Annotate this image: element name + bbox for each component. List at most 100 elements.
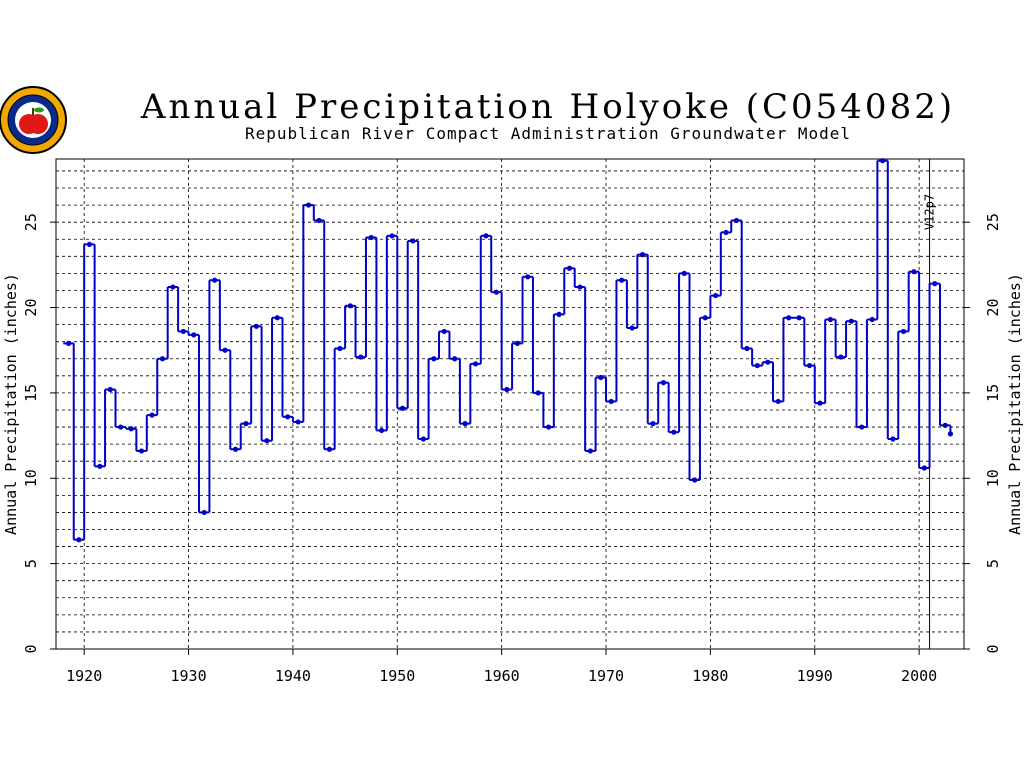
- data-point: [754, 362, 760, 369]
- plot-frame: [55, 158, 965, 650]
- data-point: [639, 252, 646, 258]
- data-point: [890, 436, 896, 442]
- data-point: [128, 426, 134, 432]
- data-point: [472, 361, 479, 367]
- data-point: [723, 229, 729, 236]
- data-point: [264, 438, 270, 444]
- data-point: [316, 217, 322, 224]
- data-point: [660, 380, 667, 386]
- data-point: [368, 234, 374, 241]
- y-axis-label-right: Annual Precipitation (inches): [1006, 273, 1024, 535]
- data-point: [97, 463, 103, 469]
- data-point: [900, 328, 907, 335]
- data-point: [947, 431, 954, 437]
- y-axis-label-left: Annual Precipitation (inches): [2, 273, 20, 535]
- data-point: [629, 325, 635, 331]
- data-point: [566, 265, 573, 271]
- data-point: [212, 277, 218, 283]
- apple-icon: [19, 107, 48, 134]
- y-tick-label: 20: [984, 299, 1002, 317]
- data-point: [692, 477, 698, 483]
- data-point: [483, 233, 489, 239]
- logo: [0, 86, 67, 154]
- x-tick-label: 1970: [588, 667, 624, 685]
- data-point: [379, 427, 385, 434]
- data-point: [859, 424, 865, 430]
- data-point: [848, 318, 854, 324]
- data-point: [201, 509, 207, 516]
- data-point: [744, 345, 750, 352]
- data-point: [493, 289, 500, 295]
- data-point: [650, 421, 656, 427]
- data-point: [817, 400, 823, 406]
- data-point: [107, 386, 113, 393]
- data-point: [452, 356, 458, 362]
- data-point: [222, 347, 228, 353]
- x-tick-label: 1930: [170, 667, 206, 685]
- y-tick-label: 5: [984, 559, 1002, 568]
- data-point: [118, 424, 124, 430]
- y-tick-label: 0: [22, 644, 40, 653]
- data-point: [232, 446, 239, 452]
- data-point: [587, 448, 593, 454]
- data-point: [879, 158, 886, 164]
- data-point: [337, 345, 343, 352]
- data-point: [347, 303, 353, 309]
- data-point: [525, 274, 531, 280]
- data-point: [389, 233, 395, 239]
- y-tick-label: 0: [984, 644, 1002, 653]
- data-point: [441, 328, 447, 335]
- data-point: [619, 277, 625, 283]
- data-point: [713, 292, 719, 299]
- x-tick-label: 1940: [275, 667, 311, 685]
- y-tick-label: 15: [984, 384, 1002, 402]
- x-tick-label: 2000: [901, 667, 937, 685]
- data-point: [285, 414, 291, 420]
- data-point: [535, 390, 541, 396]
- data-point: [556, 311, 562, 317]
- data-point: [942, 422, 948, 428]
- data-point: [671, 429, 677, 435]
- x-tick-label: 1960: [484, 667, 520, 685]
- chart-subtitle: Republican River Compact Administration …: [245, 124, 851, 143]
- data-point: [86, 241, 92, 247]
- data-point: [921, 465, 927, 471]
- data-point: [786, 315, 792, 321]
- y-tick-label: 10: [984, 469, 1002, 487]
- data-point: [806, 362, 813, 369]
- data-point: [546, 424, 552, 430]
- y-axis-left: 0 5 10 15 20 25: [22, 213, 56, 654]
- data-point: [149, 412, 155, 418]
- data-point: [358, 354, 364, 360]
- data-point: [827, 316, 834, 323]
- data-point: [243, 421, 249, 427]
- y-tick-label: 20: [22, 299, 40, 317]
- y-tick-label: 5: [22, 559, 40, 568]
- x-tick-label: 1980: [692, 667, 728, 685]
- data-point: [504, 386, 510, 393]
- data-point: [170, 284, 176, 290]
- data-point: [702, 315, 708, 321]
- data-point: [869, 316, 875, 323]
- data-point: [295, 419, 301, 425]
- data-point: [431, 356, 437, 362]
- data-point: [138, 448, 145, 454]
- data-point: [159, 356, 166, 362]
- chart-title: Annual Precipitation Holyoke (C054082): [140, 87, 955, 127]
- data-point: [76, 537, 82, 543]
- data-point: [838, 354, 844, 360]
- data-point: [462, 421, 468, 427]
- data-point: [598, 374, 604, 381]
- data-point: [932, 281, 938, 287]
- data-point: [911, 269, 917, 275]
- data-point: [577, 284, 583, 290]
- series-precipitation: [63, 158, 954, 543]
- y-tick-label: 25: [22, 213, 40, 231]
- data-point: [180, 328, 186, 335]
- data-point: [305, 202, 312, 208]
- data-point: [733, 217, 740, 224]
- data-point: [514, 340, 520, 346]
- grid: [56, 159, 964, 649]
- y-tick-label: 15: [22, 384, 40, 402]
